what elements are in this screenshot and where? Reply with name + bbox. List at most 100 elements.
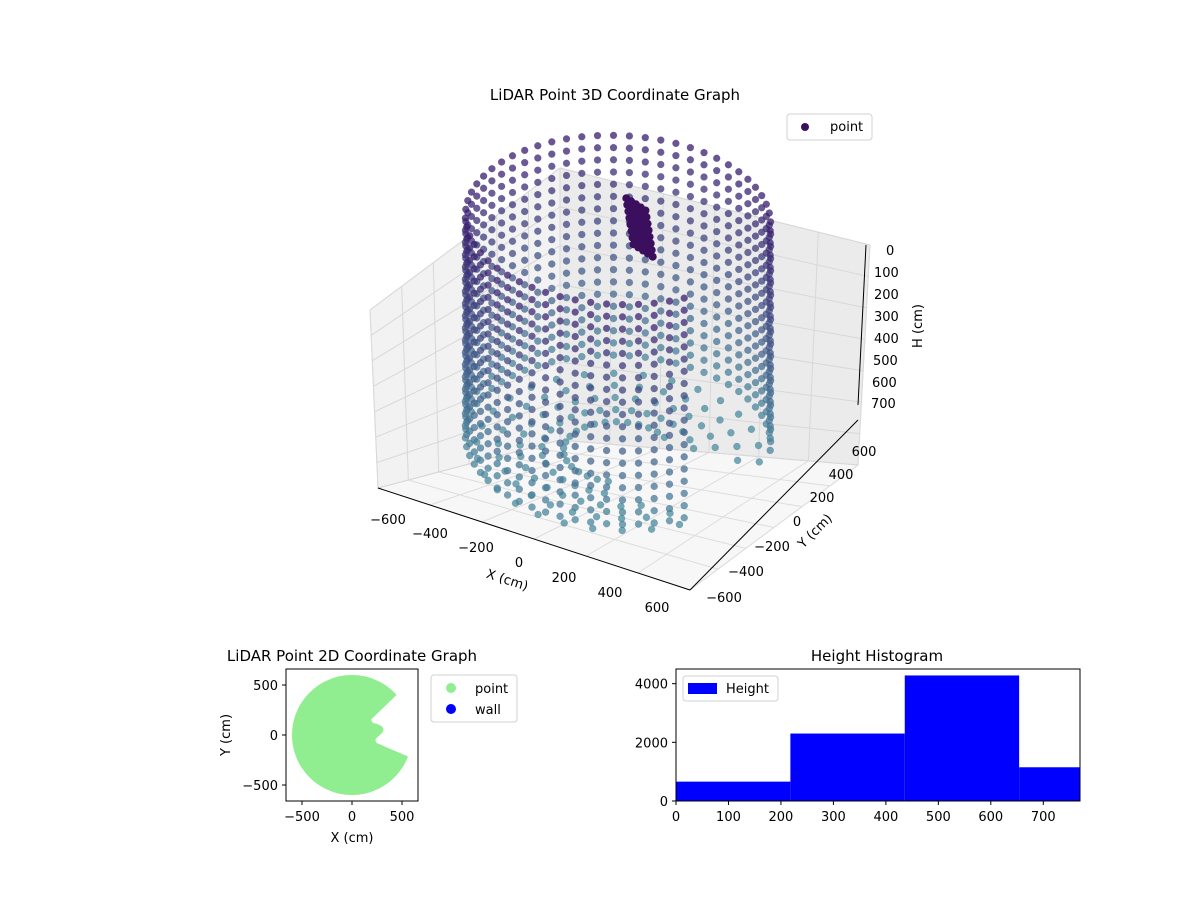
data-point: [484, 330, 492, 338]
data-point: [625, 168, 634, 177]
data-point: [712, 191, 721, 199]
data-point: [556, 402, 564, 411]
legend-marker-wall: [446, 704, 456, 714]
data-point: [520, 256, 529, 265]
data-point: [548, 174, 556, 183]
data-point: [700, 234, 708, 242]
y-tick-label: 0: [660, 795, 668, 810]
data-point: [751, 232, 760, 240]
chart-3d: LiDAR Point 3D Coordinate Graph −600 −40…: [369, 86, 926, 616]
data-point: [755, 458, 764, 466]
data-point: [484, 293, 492, 302]
data-point: [680, 428, 688, 437]
data-point: [602, 495, 611, 504]
data-point: [602, 446, 611, 455]
data-point: [625, 132, 634, 140]
data-point: [593, 339, 602, 347]
data-point: [534, 312, 542, 321]
data-point: [586, 518, 595, 526]
data-point: [578, 340, 586, 349]
data-point: [618, 386, 627, 394]
x-axis-line: [377, 487, 691, 591]
z-ticks-3d: 0 100 200 300 400 500 600 700: [871, 244, 899, 412]
data-point: [766, 300, 774, 308]
data-point: [484, 403, 492, 411]
data-point: [686, 253, 695, 262]
data-point: [609, 351, 618, 359]
data-point: [700, 404, 709, 413]
data-point: [476, 297, 485, 306]
data-point: [700, 368, 708, 377]
data-point: [657, 221, 665, 230]
data-point: [479, 172, 488, 180]
data-point: [493, 410, 501, 419]
data-point: [520, 341, 529, 350]
z-tick-label: 700: [871, 397, 896, 412]
data-point: [634, 459, 643, 467]
data-point: [508, 225, 517, 233]
data-point: [744, 285, 752, 293]
data-point: [497, 255, 506, 264]
data-point: [493, 447, 501, 456]
data-point: [686, 339, 695, 347]
data-point: [734, 410, 743, 418]
legend-marker-point: [446, 683, 456, 693]
data-point: [609, 192, 618, 201]
data-point: [641, 292, 650, 301]
data-point: [484, 391, 492, 399]
data-point: [686, 436, 694, 444]
data-point: [751, 366, 760, 375]
data-point: [528, 430, 536, 438]
data-point: [712, 325, 721, 334]
data-point: [650, 421, 658, 430]
data-point: [556, 451, 564, 460]
data-point: [602, 507, 611, 516]
data-point: [724, 234, 733, 242]
data-point: [578, 352, 586, 361]
data-point: [766, 361, 774, 369]
data-point: [672, 249, 680, 258]
x-tick-label: 400: [873, 810, 898, 825]
legend-label: Height: [726, 682, 769, 697]
data-point: [602, 434, 611, 443]
data-point: [515, 302, 524, 310]
data-point: [650, 360, 658, 368]
data-point: [609, 339, 618, 347]
data-point: [520, 293, 529, 301]
data-point: [484, 440, 492, 448]
data-point: [657, 160, 665, 169]
data-point: [515, 473, 524, 481]
data-point: [751, 403, 760, 411]
data-point: [733, 442, 741, 451]
data-point: [724, 197, 733, 206]
data-point: [503, 356, 512, 365]
data-point: [672, 151, 680, 160]
data-point: [528, 320, 536, 328]
data-point: [528, 503, 536, 511]
data-point: [665, 382, 674, 391]
data-point: [470, 423, 479, 432]
data-point: [700, 209, 708, 218]
data-point: [686, 180, 695, 189]
data-point: [508, 152, 517, 160]
data-point: [493, 459, 501, 468]
data-point: [650, 470, 658, 478]
data-point: [744, 334, 752, 342]
data-point: [541, 471, 550, 480]
data-point: [562, 147, 571, 155]
data-point: [578, 328, 586, 336]
data-point: [672, 335, 680, 343]
data-point: [766, 349, 774, 357]
data-point: [634, 447, 643, 455]
data-point: [528, 454, 536, 463]
data-point: [503, 430, 512, 438]
data-point: [648, 252, 657, 261]
data-point: [556, 414, 564, 423]
data-point: [503, 332, 512, 341]
data-point: [657, 414, 665, 423]
data-point: [712, 154, 721, 163]
data-point: [657, 282, 665, 291]
data-point: [744, 346, 752, 354]
data-point: [634, 422, 643, 431]
data-point: [541, 386, 550, 394]
